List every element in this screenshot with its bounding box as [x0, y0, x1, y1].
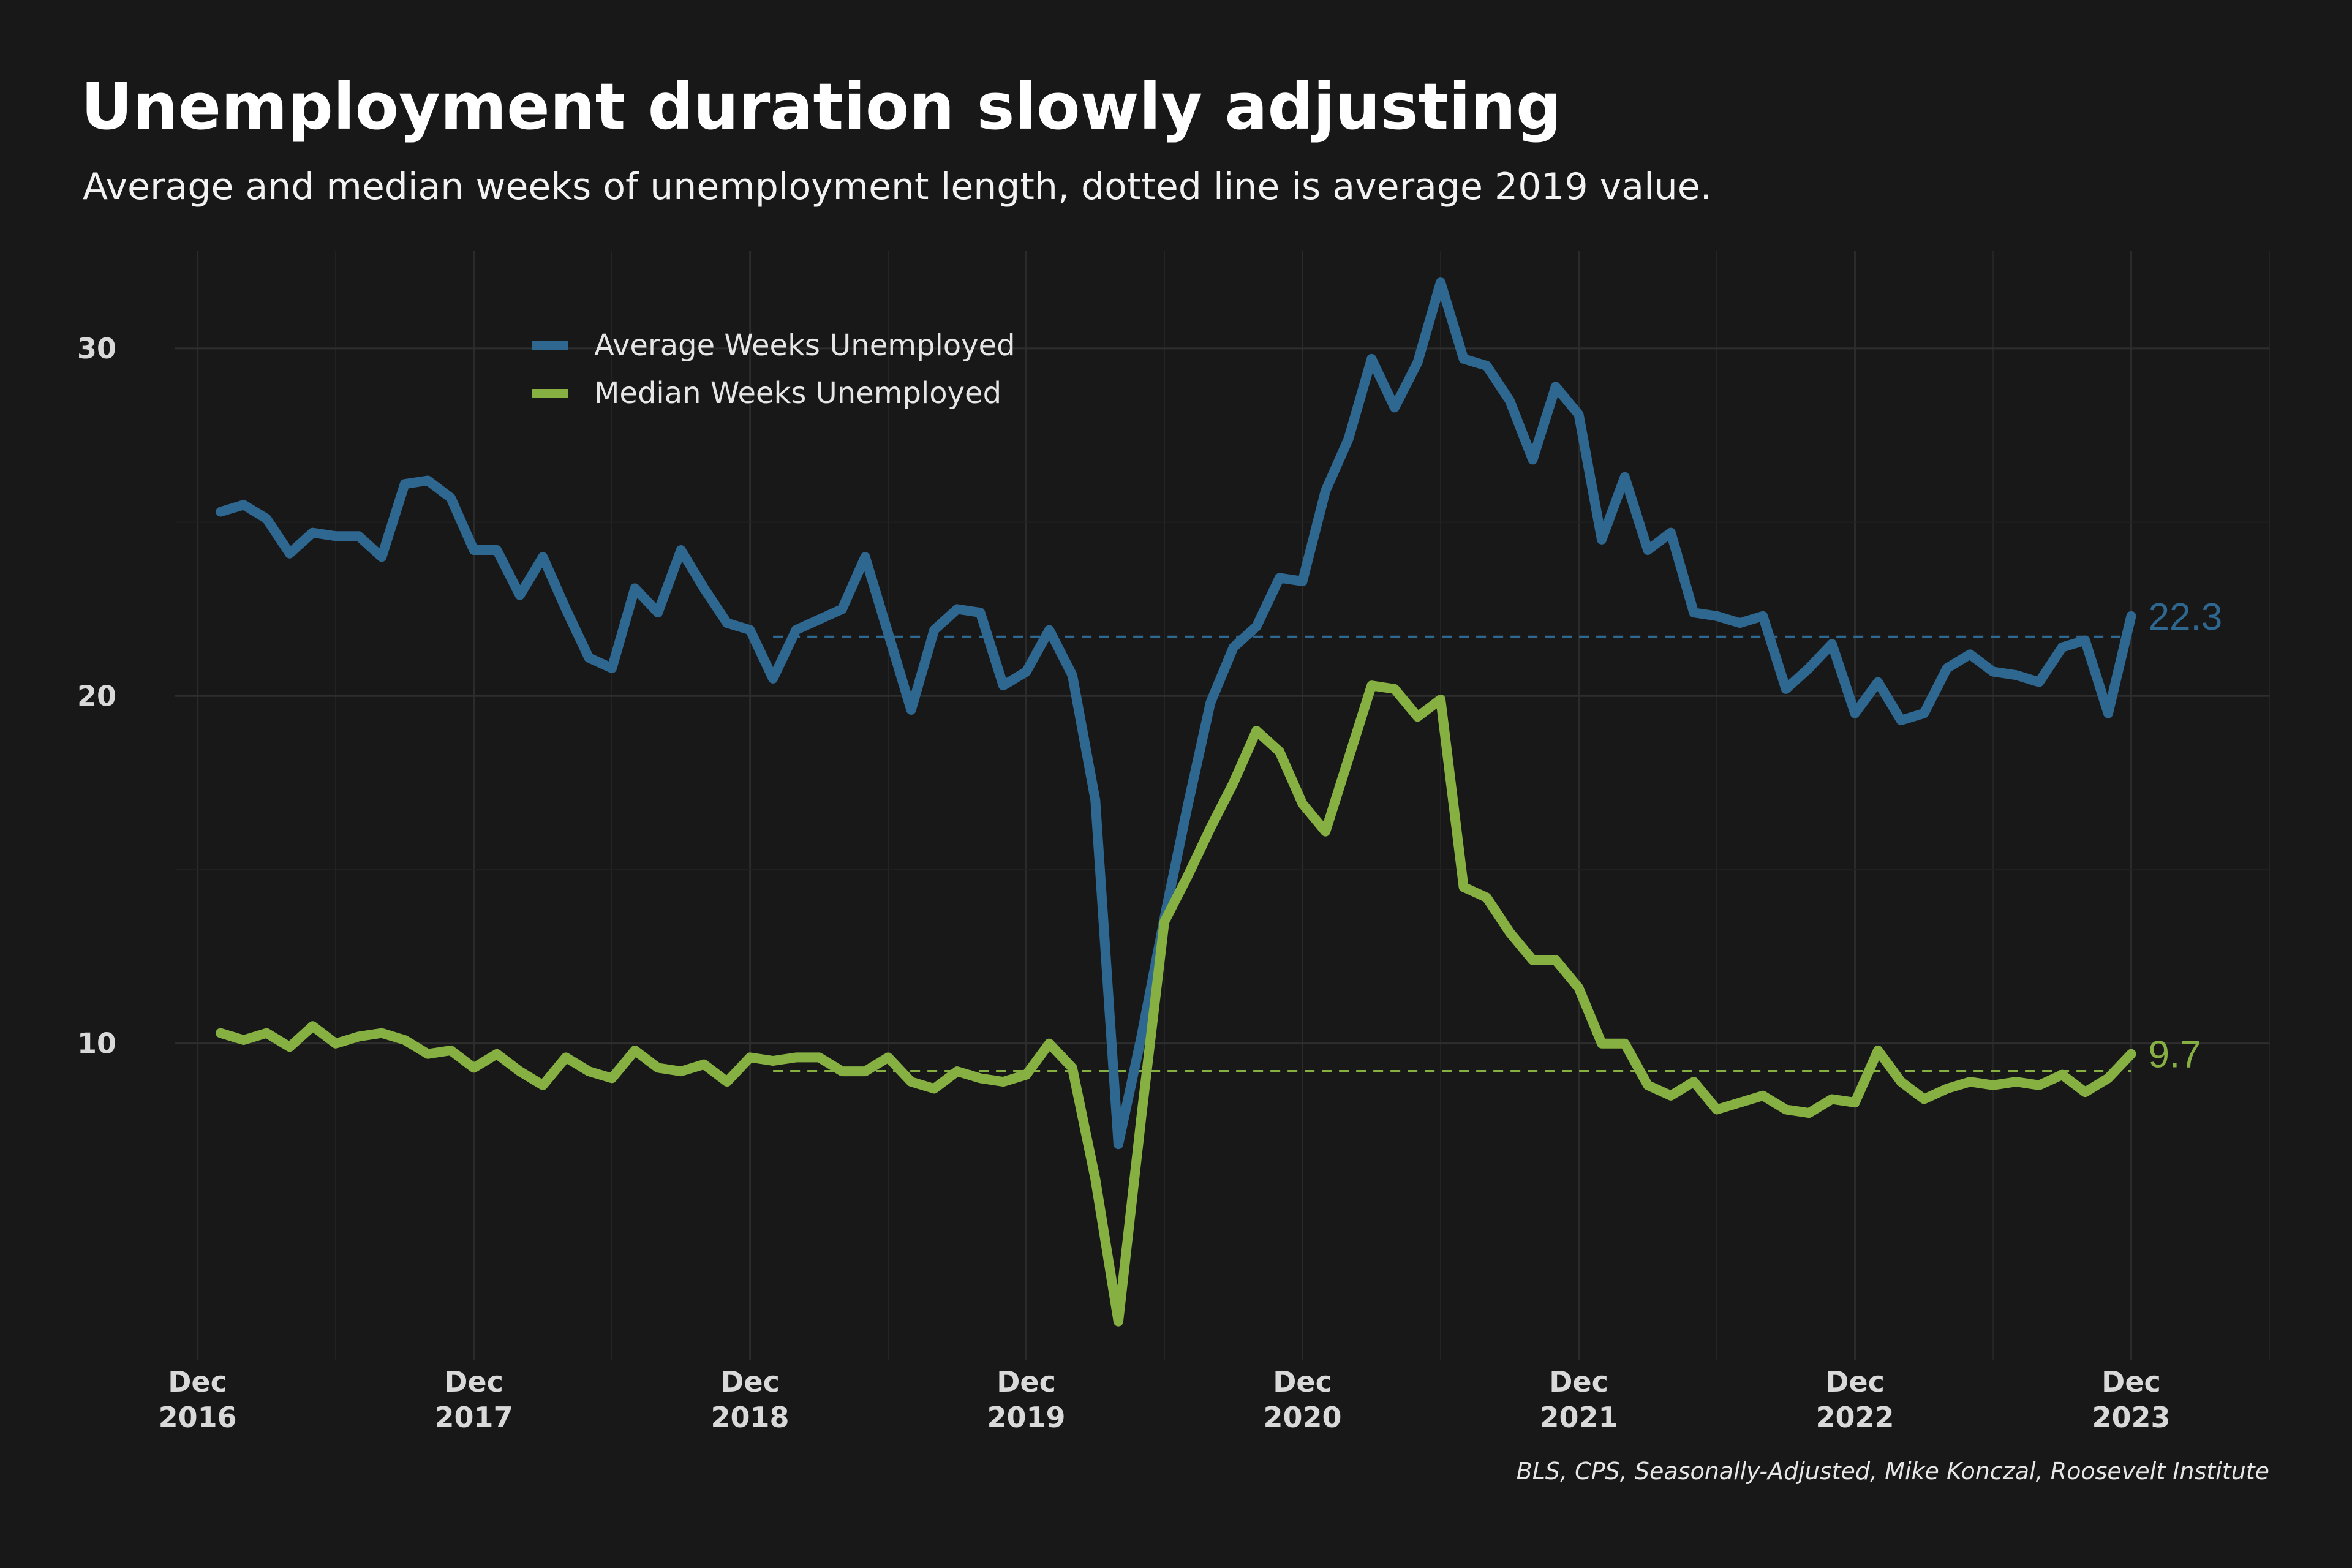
y-tick-label: 30 — [77, 332, 116, 365]
series-lines — [216, 277, 2136, 1327]
y-tick-label: 10 — [77, 1027, 116, 1060]
end-value-label: 22.3 — [2149, 596, 2223, 638]
y-tick-label: 20 — [77, 679, 116, 712]
x-tick-label: 2022 — [1816, 1401, 1894, 1434]
legend-label-average: Average Weeks Unemployed — [594, 328, 1016, 363]
x-tick-label: 2023 — [2092, 1401, 2170, 1434]
end-value-label: 9.7 — [2149, 1034, 2201, 1076]
series-line — [216, 277, 2136, 1150]
chart-caption: BLS, CPS, Seasonally-Adjusted, Mike Konc… — [1517, 1458, 2269, 1485]
x-tick-label: Dec — [997, 1365, 1056, 1398]
x-tick-label: Dec — [2101, 1365, 2161, 1398]
series-line — [216, 680, 2136, 1327]
x-tick-label: 2017 — [435, 1401, 513, 1434]
x-tick-label: Dec — [168, 1365, 227, 1398]
x-tick-label: Dec — [1273, 1365, 1332, 1398]
x-tick-label: 2019 — [987, 1401, 1066, 1434]
legend-label-median: Median Weeks Unemployed — [594, 376, 1001, 410]
x-axis: Dec2016Dec2017Dec2018Dec2019Dec2020Dec20… — [159, 1365, 2171, 1434]
legend: Average Weeks Unemployed Median Weeks Un… — [532, 328, 1016, 410]
x-tick-label: Dec — [1825, 1365, 1885, 1398]
x-tick-label: 2020 — [1264, 1401, 1342, 1434]
y-axis: 10 20 30 — [77, 332, 116, 1060]
x-tick-label: Dec — [720, 1365, 780, 1398]
x-tick-label: Dec — [1549, 1365, 1608, 1398]
x-tick-label: 2016 — [159, 1401, 237, 1434]
x-tick-label: 2018 — [711, 1401, 790, 1434]
reference-lines — [773, 635, 2132, 1073]
x-tick-label: 2021 — [1540, 1401, 1618, 1434]
end-labels: 22.3 9.7 — [2149, 596, 2223, 1076]
chart-subtitle: Average and median weeks of unemployment… — [83, 165, 1712, 208]
chart-title: Unemployment duration slowly adjusting — [81, 69, 1561, 144]
x-tick-label: Dec — [444, 1365, 503, 1398]
